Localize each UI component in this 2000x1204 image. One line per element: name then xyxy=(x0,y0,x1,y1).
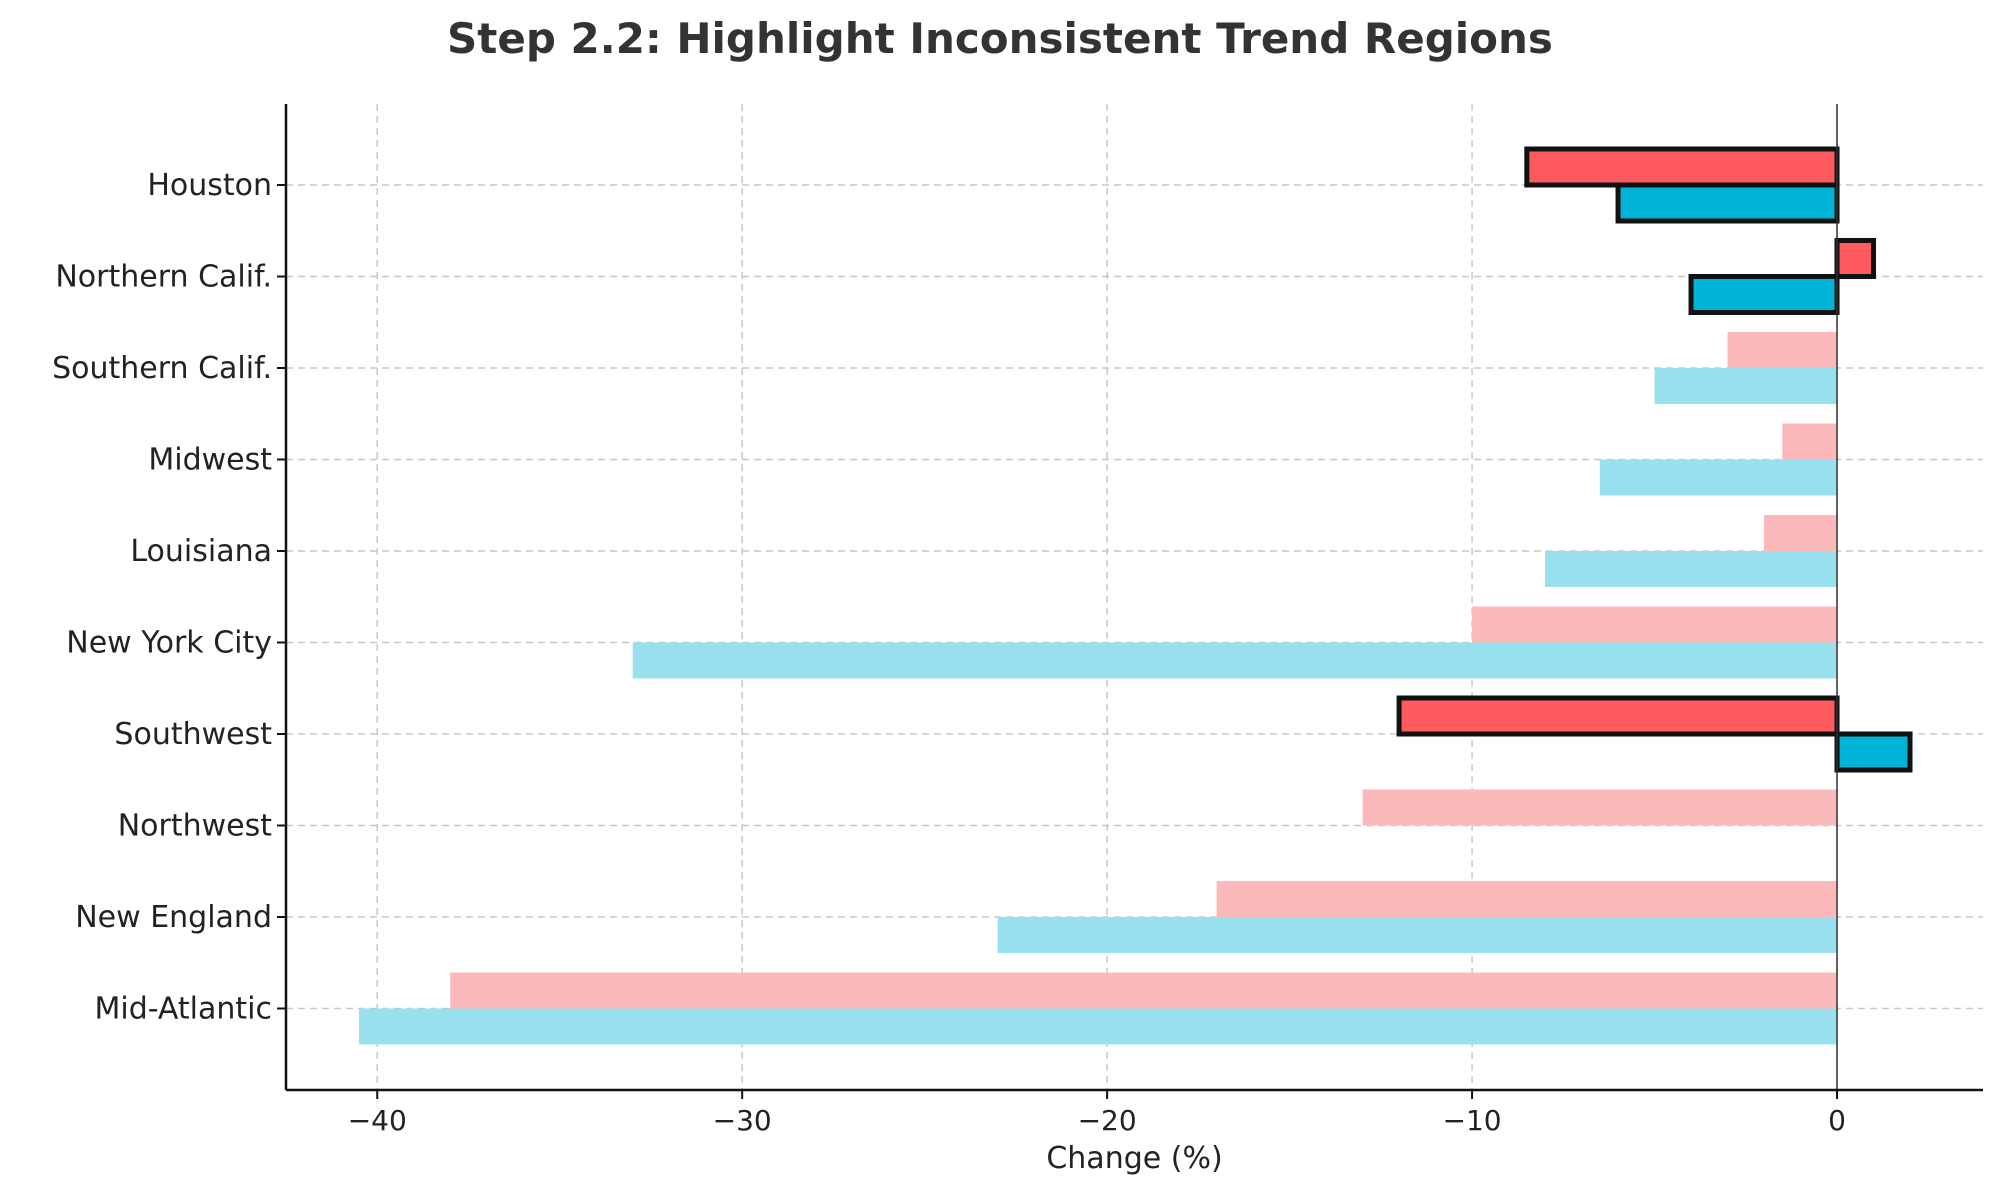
bar-northwest-series-1 xyxy=(1362,789,1838,826)
category-label: Northwest xyxy=(118,809,273,844)
bar-midwest-series-1 xyxy=(1782,423,1838,460)
category-label: Mid-Atlantic xyxy=(94,992,272,1027)
bar-new-york-city-series-1 xyxy=(1472,606,1838,643)
category-label: Houston xyxy=(147,168,272,203)
axes-layer xyxy=(277,104,1983,1099)
bar-northern-calif-series-1 xyxy=(1834,238,1877,279)
bar-northern-calif-series-2 xyxy=(1688,274,1840,315)
category-label: Southern Calif. xyxy=(52,351,272,386)
bar-midwest-series-2 xyxy=(1599,459,1838,496)
category-label: Northern Calif. xyxy=(55,260,272,295)
category-label: New York City xyxy=(66,626,272,661)
x-tick-label: −20 xyxy=(1078,1104,1137,1137)
bar-mid-atlantic-series-1 xyxy=(450,972,1838,1009)
labels-layer: −40 −30 −20 −10 0 Houston Northern Calif. South… xyxy=(52,168,1846,1137)
category-label: Midwest xyxy=(148,443,272,478)
x-tick-label: −30 xyxy=(713,1104,772,1137)
bar-new-england-series-1 xyxy=(1216,881,1838,917)
category-label: Louisiana xyxy=(130,534,272,569)
bar-southern-calif-series-2 xyxy=(1654,368,1838,404)
x-tick-label: −40 xyxy=(348,1104,407,1137)
bar-mid-atlantic-series-2 xyxy=(358,1008,1838,1045)
chart-title: Step 2.2: Highlight Inconsistent Trend R… xyxy=(447,14,1553,63)
bar-louisiana-series-1 xyxy=(1764,515,1838,551)
bar-southern-calif-series-1 xyxy=(1727,332,1838,368)
bar-houston-series-2 xyxy=(1615,182,1840,224)
x-axis-title: Change (%) xyxy=(1046,1141,1222,1176)
x-tick-label: 0 xyxy=(1828,1104,1846,1137)
bar-southwest-series-1 xyxy=(1396,695,1840,737)
bars-layer xyxy=(358,146,1913,1045)
category-label: Southwest xyxy=(114,717,272,752)
bar-new-england-series-2 xyxy=(997,917,1838,953)
x-tick-label: −10 xyxy=(1443,1104,1502,1137)
category-label: New England xyxy=(75,900,272,935)
bar-louisiana-series-2 xyxy=(1545,551,1838,587)
bar-houston-series-1 xyxy=(1524,146,1840,188)
bar-new-york-city-series-2 xyxy=(632,642,1838,679)
bar-southwest-series-2 xyxy=(1834,731,1913,773)
